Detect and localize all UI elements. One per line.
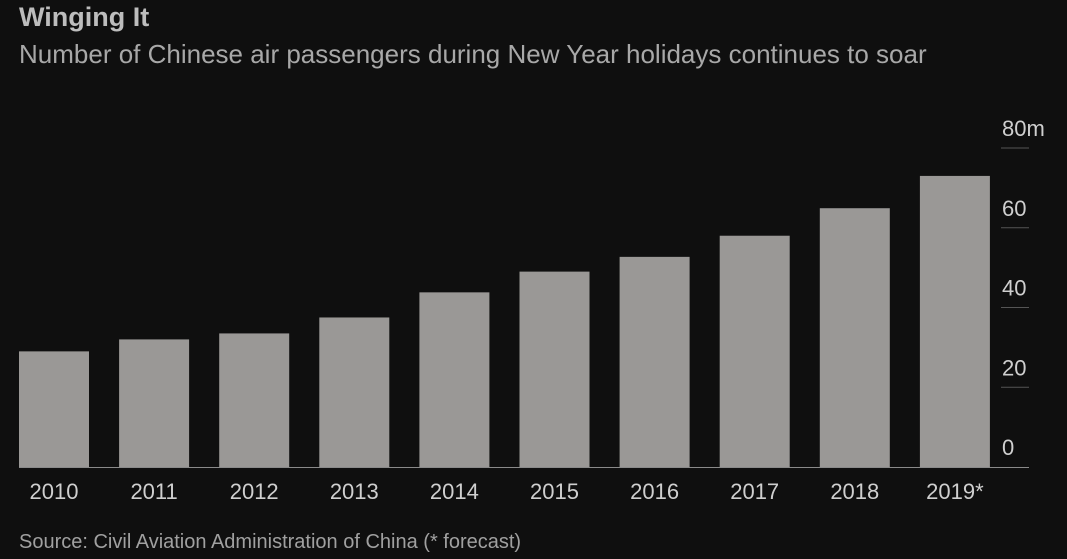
x-tick-label: 2018 — [830, 479, 879, 504]
bar — [119, 339, 190, 467]
x-tick-label: 2014 — [430, 479, 479, 504]
bar — [419, 292, 490, 467]
chart-title: Winging It — [19, 2, 150, 32]
y-tick-label: 0 — [1002, 435, 1014, 460]
y-tick-label: 80m — [1002, 116, 1045, 141]
bar — [919, 175, 990, 467]
x-tick-label: 2015 — [530, 479, 579, 504]
bar — [719, 235, 790, 467]
bar — [819, 208, 890, 467]
x-tick-label: 2013 — [330, 479, 379, 504]
x-tick-label: 2016 — [630, 479, 679, 504]
y-tick-label: 60 — [1002, 196, 1026, 221]
x-tick-label: 2012 — [230, 479, 279, 504]
y-tick-label: 40 — [1002, 276, 1026, 301]
y-tick-label: 20 — [1002, 355, 1026, 380]
chart-subtitle: Number of Chinese air passengers during … — [19, 39, 927, 69]
bar — [619, 256, 690, 467]
x-tick-label: 2019* — [926, 479, 984, 504]
x-tick-label: 2010 — [30, 479, 79, 504]
x-tick-label: 2017 — [730, 479, 779, 504]
bar — [219, 333, 290, 467]
source-note: Source: Civil Aviation Administration of… — [19, 531, 522, 553]
bar — [319, 317, 390, 467]
x-tick-label: 2011 — [130, 479, 177, 504]
bar — [19, 351, 89, 467]
bar — [519, 271, 590, 467]
